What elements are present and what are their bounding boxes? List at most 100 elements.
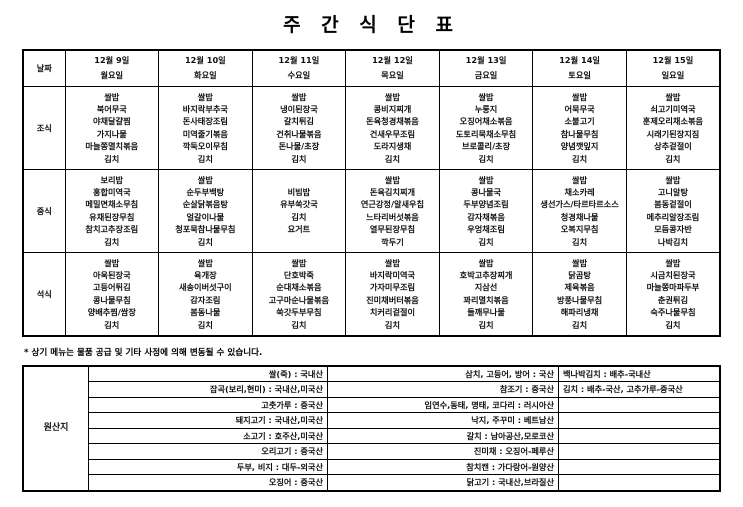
origin-cell-col2: 낙지, 주꾸미 : 베트남산	[327, 412, 559, 429]
dish-item: 쌀밥	[665, 174, 681, 185]
origin-cell-col1: 두부, 비지 : 대두-외국산	[88, 458, 328, 476]
dish-item: 미역줄기볶음	[182, 128, 228, 139]
dish-item: 꽈리멸치볶음	[463, 294, 509, 305]
dish-item: 김치	[572, 319, 588, 330]
dish-item: 쌀밥	[665, 257, 681, 268]
dish-item: 연근강정/알새우칩	[360, 199, 425, 210]
meal-cell: 쌀밥 순두부백탕 순살닭볶음탕 얼갈이나물 청포묵참나물무침 김치	[158, 168, 253, 253]
origin-cell-col1: 소고기 : 호주산,미국산	[88, 427, 328, 445]
origin-cell-col3	[558, 474, 721, 492]
dish-item: 새송이버섯구이	[178, 282, 232, 293]
dish-item: 아욱된장국	[92, 270, 131, 280]
dish-item: 봄동나물	[190, 307, 221, 318]
origin-cell-col1: 오리고기 : 중국산	[88, 443, 328, 460]
dish-item: 김치	[572, 236, 588, 247]
dish-item: 갈치튀김	[283, 116, 314, 127]
meal-cell: 쌀밥 육개장 새송이버섯구이 감자조림 봄동나물 김치	[158, 251, 253, 337]
dish-item: 느타리버섯볶음	[366, 211, 419, 222]
dish-item: 메밀면채소무침	[85, 199, 139, 210]
meal-cell: 쌀밥 어묵무국 소불고기 참나물무침 양념깻잎지 김치	[532, 85, 627, 170]
header-day: 일요일	[661, 70, 685, 81]
origin-cell-col3	[558, 443, 721, 460]
meal-cell: 쌀밥 닭곰탕 제육볶음 방풍나물무침 해파리냉채 김치	[532, 251, 627, 337]
column-header-sat: 12월 14일 토요일	[532, 49, 627, 87]
meal-cell: 쌀밥 단호박죽 순대채소볶음 고구마순나물볶음 쑥갓두부무침 김치	[251, 251, 347, 337]
dish-item: 쌀밥	[291, 257, 307, 268]
meal-cell: 쌀밥 바지락부추국 돈사태장조림 미역줄기볶음 깍둑오이무침 김치	[158, 85, 253, 170]
dish-item: 쌀밥	[104, 257, 120, 268]
meal-cell: 비빔밥 유부쑥갓국 김치 요거트	[251, 168, 347, 253]
dish-item: 쇠고기미역국	[650, 104, 696, 114]
dish-item: 상추겉절이	[654, 141, 692, 152]
dish-item: 춘권튀김	[657, 294, 688, 305]
dish-item: 바지락부추국	[182, 104, 228, 114]
header-date: 12월 12일	[372, 55, 413, 65]
dish-item: 김치	[291, 319, 307, 330]
origin-cell-col3: 김치 : 배추-국산, 고추가루-중국산	[558, 381, 721, 398]
column-header-sun: 12월 15일 일요일	[625, 49, 721, 87]
dish-item: 순두부백탕	[186, 187, 225, 197]
origin-cell-col3	[558, 412, 721, 429]
meal-row-label: 석식	[22, 251, 66, 337]
dish-item: 순대채소볶음	[276, 282, 322, 293]
dish-item: 순살닭볶음탕	[182, 199, 228, 210]
dish-item: 김치	[384, 319, 400, 330]
header-date: 12월 10일	[184, 55, 226, 65]
dish-item: 쌀밥	[572, 174, 588, 185]
origin-row: 오징어 : 중국산 닭고기 : 국내산,브라질산	[23, 474, 721, 492]
meal-cell: 쌀밥 채소카레 생선가스/타르타르소스 청경채나물 오복지무침 김치	[532, 168, 627, 253]
dish-item: 쑥갓두부무침	[276, 307, 322, 318]
origin-cell-col1: 잡곡(보리,현미) : 국내산,미국산	[88, 381, 328, 398]
dish-item: 돈사태장조림	[182, 116, 228, 127]
dish-item: 김치	[197, 236, 213, 247]
dish-item: 생선가스/타르타르소스	[540, 199, 619, 210]
dish-item: 유부쑥갓국	[280, 199, 318, 210]
origin-cell-col2: 참치캔 : 가다랑어-원양산	[327, 458, 559, 476]
dish-item: 쌀밥	[291, 91, 307, 102]
dish-item: 쌀밥	[197, 257, 213, 268]
origin-cell-col1: 쌀(죽) : 국내산	[88, 365, 328, 383]
header-date: 12월 11일	[278, 55, 320, 65]
origin-cell-col1: 오징어 : 중국산	[88, 474, 328, 492]
meal-cell: 쌀밥 북어무국 야채달걀찜 가지나물 마늘쫑멸치볶음 김치	[64, 85, 160, 170]
dish-item: 쌀밥	[572, 91, 588, 102]
dish-item: 오복지무침	[560, 224, 599, 235]
dish-item: 방풍나물무침	[556, 294, 603, 305]
dish-item: 쌀밥	[384, 91, 400, 102]
origin-label: 원산지	[22, 365, 89, 492]
origin-row: 소고기 : 호주산,미국산 갈치 : 남아공산,모로코산	[23, 427, 721, 445]
menu-change-note: * 상기 메뉴는 물품 공급 및 기타 사정에 의해 변동될 수 있습니다.	[24, 347, 263, 358]
dish-item: 도토리묵채소무침	[455, 128, 517, 139]
dish-item: 두부양념조림	[463, 199, 509, 210]
dish-item: 김치	[104, 236, 120, 247]
dish-item: 시금치된장국	[650, 270, 696, 280]
meal-cell: 쌀밥 바지락미역국 가자미무조림 진미채버터볶음 치커리겉절이 김치	[345, 251, 440, 337]
dish-item: 진미채버터볶음	[366, 294, 419, 305]
dish-item: 김치	[665, 319, 681, 330]
dish-item: 야채달걀찜	[92, 116, 131, 127]
header-day: 화요일	[194, 70, 217, 81]
header-date: 12월 14일	[559, 55, 600, 65]
origin-cell-col2: 닭고기 : 국내산,브라질산	[327, 474, 559, 492]
dish-item: 건취나물볶음	[276, 128, 322, 139]
dish-item: 바지락미역국	[369, 270, 416, 280]
dish-item: 도라지생채	[373, 141, 412, 152]
meal-row-label: 조식	[22, 85, 66, 170]
meal-cell: 쌀밥 호박고추장찌개 지삼선 꽈리멸치볶음 들깨무나물 김치	[438, 251, 534, 337]
dish-item: 브로콜리/초장	[461, 141, 511, 152]
dish-item: 쌀밥	[197, 91, 213, 102]
dish-item: 쌀밥	[478, 174, 494, 185]
column-header-wed: 12월 11일 수요일	[251, 49, 347, 87]
dish-item: 김치	[197, 153, 213, 164]
origin-row: 고춧가루 : 중국산 임연수,동태, 명태, 코다리 : 러시아산	[23, 396, 721, 414]
meal-cell: 보리밥 홍합미역국 메밀면채소무침 유채된장무침 참치고추장조림 김치	[64, 168, 160, 253]
dish-item: 요거트	[287, 224, 311, 235]
header-date: 12월 15일	[652, 55, 694, 65]
meal-cell: 쌀밥 콩나물국 두부양념조림 감자채볶음 우엉채조림 김치	[438, 168, 534, 253]
dish-item: 청포묵참나물무침	[175, 224, 236, 235]
dish-item: 건새우무조림	[369, 128, 416, 139]
dish-item: 가자미무조림	[369, 282, 416, 293]
dish-item: 메추리알장조림	[646, 211, 700, 222]
dish-item: 청경채나물	[560, 211, 599, 222]
